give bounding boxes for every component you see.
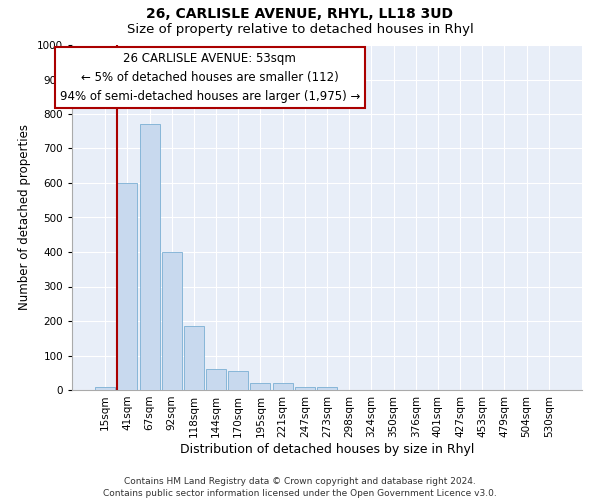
X-axis label: Distribution of detached houses by size in Rhyl: Distribution of detached houses by size …	[180, 442, 474, 456]
Bar	[272, 383, 293, 390]
Text: 26, CARLISLE AVENUE, RHYL, LL18 3UD: 26, CARLISLE AVENUE, RHYL, LL18 3UD	[146, 8, 454, 22]
Bar	[250, 383, 271, 390]
Bar	[95, 387, 115, 390]
Bar	[317, 386, 337, 390]
Text: Contains HM Land Registry data © Crown copyright and database right 2024.
Contai: Contains HM Land Registry data © Crown c…	[103, 476, 497, 498]
Y-axis label: Number of detached properties: Number of detached properties	[18, 124, 31, 310]
Bar	[295, 386, 315, 390]
Bar	[184, 326, 204, 390]
Bar	[118, 183, 137, 390]
Bar	[206, 370, 226, 390]
Bar	[162, 252, 182, 390]
Bar	[228, 371, 248, 390]
Bar	[140, 124, 160, 390]
Text: Size of property relative to detached houses in Rhyl: Size of property relative to detached ho…	[127, 22, 473, 36]
Text: 26 CARLISLE AVENUE: 53sqm
← 5% of detached houses are smaller (112)
94% of semi-: 26 CARLISLE AVENUE: 53sqm ← 5% of detach…	[59, 52, 360, 103]
